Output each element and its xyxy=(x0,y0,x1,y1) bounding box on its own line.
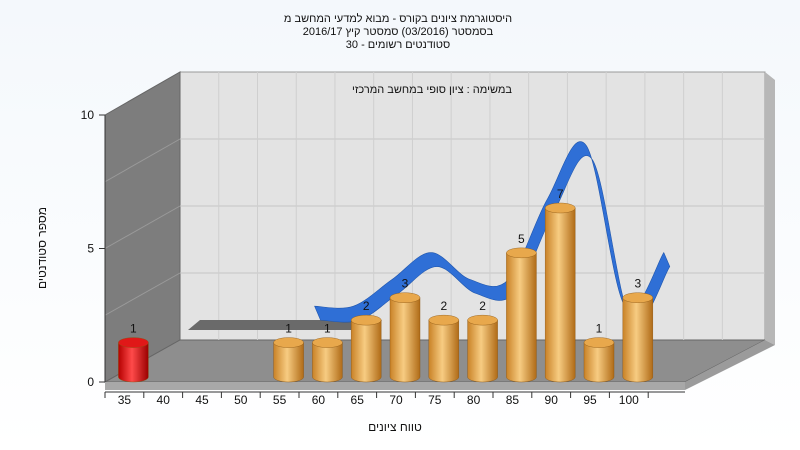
bar-body xyxy=(506,252,537,383)
bar xyxy=(351,314,382,383)
bar-value-label: 3 xyxy=(402,277,409,291)
bar-body xyxy=(389,297,421,383)
floor-right-edge xyxy=(685,340,775,390)
x-tick-label: 75 xyxy=(428,393,442,407)
bar-body xyxy=(273,342,304,383)
bar-cap xyxy=(118,337,149,348)
bar-cap xyxy=(545,202,576,214)
right-wall-edge xyxy=(765,72,775,345)
x-axis-label: טווח ציונים xyxy=(368,420,422,434)
bar-body xyxy=(118,342,149,383)
y-axis-label: מספר סטודנטים xyxy=(35,207,49,289)
bar-cap xyxy=(428,314,459,326)
bar-cap xyxy=(351,314,382,326)
bar-value-label: 2 xyxy=(479,299,486,313)
bar xyxy=(118,337,149,383)
x-tick-label: 70 xyxy=(389,393,403,407)
bar-value-label: 3 xyxy=(634,277,641,291)
bar xyxy=(622,292,653,383)
chart-title-line-1: היסטוגרמת ציונים בקורס - מבוא למדעי המחש… xyxy=(284,12,512,25)
bar-value-label: 7 xyxy=(557,187,564,201)
bar-value-label: 1 xyxy=(596,322,603,336)
bar-body xyxy=(428,319,459,383)
bar xyxy=(389,292,421,383)
bar xyxy=(583,337,615,383)
bar-body xyxy=(545,207,576,383)
bar-body xyxy=(583,342,615,383)
floor-front-edge xyxy=(105,382,685,390)
bar-cap xyxy=(389,292,421,303)
x-tick-label: 55 xyxy=(273,393,287,407)
x-tick-label: 40 xyxy=(157,393,171,407)
bar-body xyxy=(467,319,498,383)
x-tick-label: 65 xyxy=(351,393,365,407)
bar-cap xyxy=(506,247,537,259)
bar xyxy=(545,202,576,383)
bar xyxy=(273,337,304,383)
bar-value-label: 1 xyxy=(130,322,137,336)
bar-value-label: 5 xyxy=(518,232,525,246)
bar xyxy=(312,337,343,383)
zero-band xyxy=(188,320,382,330)
chart-title-line-2: בסמסטר (03/2016) סמסטר קיץ 2016/17 xyxy=(303,26,494,38)
x-tick-label: 45 xyxy=(195,393,209,407)
x-tick-label: 90 xyxy=(545,393,559,407)
y-tick-label: 0 xyxy=(87,375,94,389)
bar-cap xyxy=(583,337,615,348)
bar-body xyxy=(312,342,343,383)
bar-value-label: 1 xyxy=(324,322,331,336)
bars: 1 1 1 2 3 2 2 5 7 1 3 xyxy=(118,187,653,383)
bar xyxy=(506,247,537,383)
chart-title-line-3: סטודנטים רשומים - 30 xyxy=(346,39,450,51)
bar-body xyxy=(622,297,653,383)
bar-cap xyxy=(467,314,498,326)
y-axis: 0 5 10 xyxy=(81,108,106,389)
bar-value-label: 2 xyxy=(440,299,447,313)
bar-body xyxy=(351,319,382,383)
bar-value-label: 1 xyxy=(285,322,292,336)
y-tick-label: 10 xyxy=(81,108,95,122)
bar xyxy=(467,314,498,383)
trend-ribbon xyxy=(314,141,671,324)
x-tick-label: 60 xyxy=(312,393,326,407)
bar-cap xyxy=(312,337,343,348)
bar-value-label: 2 xyxy=(363,299,370,313)
x-tick-label: 80 xyxy=(467,393,481,407)
x-tick-label: 100 xyxy=(619,393,639,407)
bar xyxy=(428,314,459,383)
annotation-label: במשימה : ציון סופי במחשב המרכזי xyxy=(352,84,512,96)
x-tick-label: 95 xyxy=(583,393,597,407)
bar-cap xyxy=(622,292,653,303)
x-tick-label: 85 xyxy=(506,393,520,407)
bar-cap xyxy=(273,337,304,348)
y-tick-label: 5 xyxy=(87,242,94,256)
x-tick-label: 50 xyxy=(234,393,248,407)
x-tick-label: 35 xyxy=(118,393,132,407)
x-axis: 35 40 45 50 55 60 65 70 75 80 85 90 95 100 xyxy=(104,391,685,407)
